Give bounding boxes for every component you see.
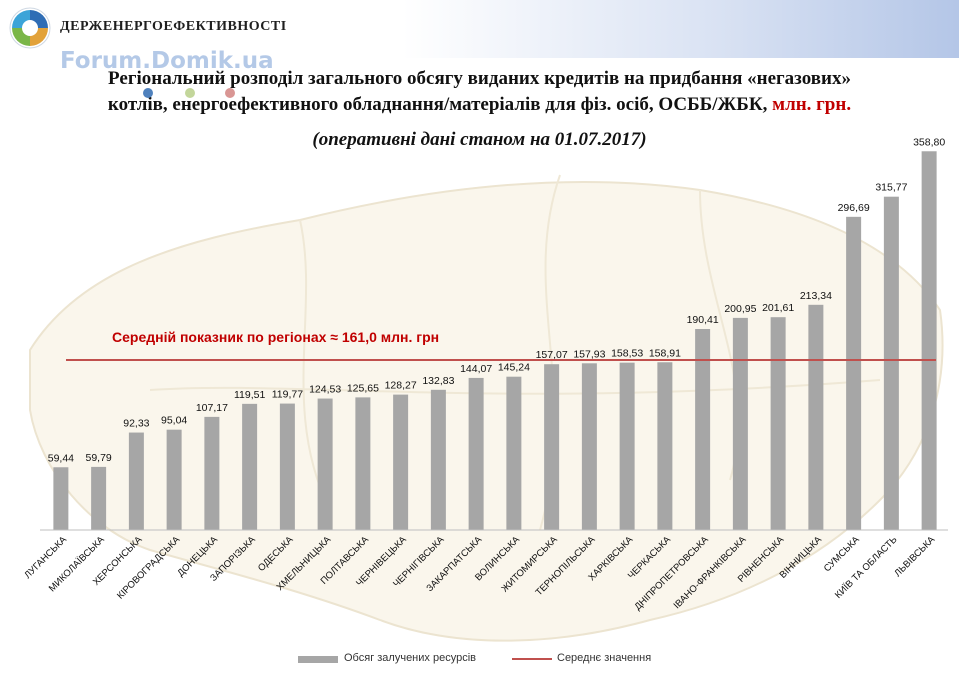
value-label-9: 128,27 [385, 380, 417, 392]
bar-20 [808, 304, 824, 530]
value-label-15: 158,53 [611, 348, 643, 360]
bar-11 [468, 377, 484, 530]
legend-bar-label: Обсяг залучених ресурсів [344, 652, 476, 664]
value-label-12: 145,24 [498, 362, 530, 374]
bar-19 [770, 317, 786, 530]
value-label-10: 132,83 [422, 375, 454, 387]
legend: Обсяг залучених ресурсів Середнє значенн… [0, 652, 959, 668]
bar-7 [317, 398, 333, 530]
bar-18 [732, 317, 748, 530]
bar-13 [544, 364, 560, 530]
value-label-5: 119,51 [234, 389, 265, 401]
category-label-18: ІВАНО-ФРАНКІВСЬКА [672, 534, 749, 611]
legend-line-label: Середнє значення [557, 652, 652, 664]
value-label-1: 59,79 [85, 452, 111, 464]
value-label-23: 358,80 [913, 136, 945, 148]
legend-bar-swatch [298, 656, 338, 663]
bar-15 [619, 362, 635, 530]
bar-22 [883, 196, 899, 530]
category-label-17: ДНІПРОПЕТРОВСЬКА [632, 534, 711, 613]
bar-4 [204, 416, 220, 530]
title-line-2-main: котлів, енергоефективного обладнання/мат… [107, 94, 768, 115]
category-label-6: ОДЕСЬКА [256, 534, 296, 574]
value-label-16: 158,91 [649, 347, 681, 359]
org-name: ДЕРЖЕНЕРГОЕФЕКТИВНОСТІ [60, 19, 287, 34]
category-label-3: КІРОВОГРАДСЬКА [115, 534, 183, 602]
watermark: Forum.Domik.ua [60, 48, 274, 74]
value-label-22: 315,77 [875, 182, 907, 194]
bar-17 [695, 329, 711, 530]
bar-9 [393, 394, 409, 530]
value-label-3: 95,04 [161, 415, 187, 427]
title-line-1: Регіональний розподіл загального обсягу … [108, 68, 851, 89]
bar-0 [53, 467, 69, 530]
value-label-14: 157,93 [573, 348, 605, 360]
category-label-23: ЛЬВІВСЬКА [892, 534, 937, 579]
title-line-2: котлів, енергоефективного обладнання/мат… [10, 92, 949, 118]
value-label-17: 190,41 [687, 314, 719, 326]
chart-title: Регіональний розподіл загального обсягу … [10, 66, 949, 118]
bar-5 [242, 403, 258, 530]
bar-12 [506, 376, 522, 530]
bar-14 [581, 363, 597, 530]
value-label-13: 157,07 [536, 349, 568, 361]
value-label-4: 107,17 [196, 402, 228, 414]
bar-21 [846, 216, 862, 531]
value-label-11: 144,07 [460, 363, 492, 375]
category-labels-group: ЛУГАНСЬКАМИКОЛАЇВСЬКАХЕРСОНСЬКАКІРОВОГРА… [22, 534, 937, 613]
value-labels-group: 59,44 59,79 92,33 95,04 107,17 119,51 119,77 12… [48, 136, 946, 464]
chart-subtitle: (оперативні дані станом на 01.07.2017) [312, 129, 647, 150]
bar-8 [355, 397, 371, 530]
category-label-21: СУМСЬКА [822, 534, 862, 574]
value-label-18: 200,95 [724, 303, 756, 315]
bar-23 [921, 151, 937, 530]
value-label-19: 201,61 [762, 302, 794, 314]
bar-10 [430, 389, 446, 530]
bar-1 [91, 466, 107, 530]
title-unit: млн. грн. [772, 94, 852, 115]
header-band [0, 0, 959, 58]
value-label-21: 296,69 [838, 202, 870, 214]
decorative-dots [143, 88, 235, 98]
legend-line-swatch [512, 658, 552, 660]
value-label-0: 59,44 [48, 452, 74, 464]
value-label-7: 124,53 [309, 384, 341, 396]
bar-6 [279, 403, 295, 530]
agency-logo [9, 7, 51, 49]
value-label-20: 213,34 [800, 290, 832, 302]
value-label-6: 119,77 [272, 389, 303, 401]
value-label-8: 125,65 [347, 382, 379, 394]
average-annotation: Середній показник по регіонах ≈ 161,0 мл… [112, 329, 440, 345]
bar-3 [166, 429, 182, 530]
bars-group [53, 151, 937, 531]
bar-16 [657, 362, 673, 530]
value-label-2: 92,33 [123, 418, 149, 430]
bar-2 [128, 432, 144, 530]
